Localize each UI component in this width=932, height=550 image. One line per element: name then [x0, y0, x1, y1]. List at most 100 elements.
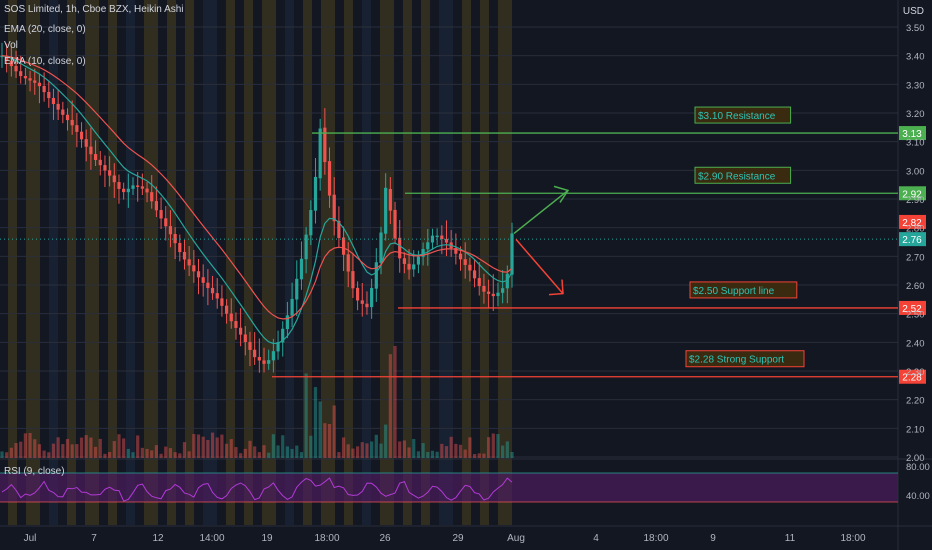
volume-bar: [501, 445, 505, 458]
candle-body: [393, 209, 397, 239]
candle-body: [388, 188, 392, 211]
volume-bar: [28, 432, 32, 458]
volume-bar: [388, 354, 392, 458]
volume-bar: [75, 444, 79, 458]
candle-body: [187, 259, 191, 266]
candle-body: [89, 146, 93, 155]
candle-body: [281, 328, 285, 343]
candle-body: [47, 91, 51, 99]
session-band: [26, 0, 40, 525]
volume-bar: [313, 387, 318, 458]
volume-bar: [159, 453, 163, 458]
volume-bar: [150, 450, 154, 458]
session-band: [167, 0, 176, 525]
candle-body: [75, 125, 79, 132]
candle-body: [435, 235, 439, 238]
level-label[interactable]: $3.10 Resistance: [698, 111, 776, 122]
volume-bar: [51, 443, 56, 458]
volume-bar: [505, 441, 509, 458]
ema20-legend[interactable]: EMA (20, close, 0): [4, 24, 86, 35]
volume-bar: [398, 441, 402, 458]
volume-bar: [196, 434, 201, 458]
time-tick-label: 14:00: [199, 533, 224, 544]
ema-10-line: [1, 55, 513, 345]
volume-bar: [379, 443, 383, 458]
level-price-tag-text: 2.52: [902, 304, 922, 315]
candle-body: [79, 131, 84, 140]
time-tick-label: 29: [452, 533, 464, 544]
candle-body: [126, 188, 130, 193]
session-band: [49, 0, 58, 525]
level-label-box[interactable]: [689, 281, 798, 299]
candle-body: [337, 220, 341, 238]
volume-bar: [117, 434, 121, 458]
rsi-line: [1, 477, 513, 502]
volume-bar: [346, 444, 350, 458]
volume-bar: [210, 432, 215, 458]
candle-body: [407, 263, 411, 270]
volume-bar: [178, 453, 182, 458]
volume-bar: [56, 437, 60, 458]
level-price-tag-text: 2.92: [902, 189, 922, 200]
level-price-tag: [899, 126, 926, 141]
projection-up-arrowhead[interactable]: [553, 185, 570, 203]
projection-down-arrowhead[interactable]: [548, 279, 564, 296]
ema10-legend[interactable]: EMA (10, close, 0): [4, 56, 86, 67]
candle-body: [5, 55, 9, 61]
session-band: [403, 0, 412, 525]
candle-body: [192, 265, 196, 272]
session-band: [285, 0, 294, 525]
volume-bar: [206, 440, 210, 458]
vol-legend[interactable]: Vol: [4, 40, 18, 51]
candle-body: [332, 194, 336, 222]
volume-bar: [426, 452, 430, 458]
horizontal-levels[interactable]: $3.10 Resistance 3.13 $2.90 Resistance 2.92…: [0, 106, 926, 384]
candle-body: [257, 357, 261, 361]
candle-body: [220, 298, 224, 306]
rsi-tick-label: 40.00: [906, 491, 930, 502]
candle-body: [28, 78, 32, 81]
volume-bar: [290, 448, 294, 458]
ema-20-line: [1, 55, 513, 320]
volume-bar: [5, 452, 9, 458]
price-tick-label: 2.60: [906, 281, 925, 292]
volume-bar: [487, 437, 491, 458]
candle-body: [458, 253, 463, 260]
volume-bar: [318, 401, 322, 458]
time-tick-label: 9: [710, 533, 716, 544]
volume-bar: [253, 446, 257, 458]
candle-body: [454, 248, 458, 254]
candle-body: [374, 262, 378, 289]
level-label-box[interactable]: [694, 106, 792, 124]
level-label[interactable]: $2.50 Support line: [693, 286, 775, 297]
projection-down-arrow[interactable]: [515, 238, 564, 295]
candle-body: [370, 287, 374, 308]
level-label[interactable]: $2.90 Resistance: [698, 171, 776, 182]
level-label-box[interactable]: [694, 166, 792, 184]
volume-bar: [496, 434, 500, 458]
volume-bar: [276, 445, 280, 458]
session-band: [85, 0, 99, 525]
volume-bar: [472, 453, 477, 458]
candle-body: [402, 258, 406, 264]
candle-body: [108, 170, 112, 176]
price-tag-text: 2.76: [902, 235, 922, 246]
candle-body: [37, 82, 42, 87]
volume-bar: [108, 452, 112, 458]
candle-body: [178, 242, 182, 253]
time-tick-label: 19: [261, 533, 273, 544]
time-tick-label: 11: [785, 533, 796, 544]
volume-bar: [33, 439, 37, 458]
level-label-box[interactable]: [685, 350, 805, 368]
projection-arrows[interactable]: [513, 185, 570, 296]
volume-bar: [84, 435, 88, 458]
candle-body: [477, 278, 481, 287]
volume-bar: [136, 435, 140, 458]
rsi-legend[interactable]: RSI (9, close): [4, 466, 65, 477]
level-label[interactable]: $2.28 Strong Support: [689, 355, 784, 366]
price-tick-label: 2.40: [906, 338, 925, 349]
projection-up-arrow[interactable]: [513, 189, 569, 234]
volume-bar: [173, 452, 177, 458]
volume-bar: [201, 436, 205, 458]
